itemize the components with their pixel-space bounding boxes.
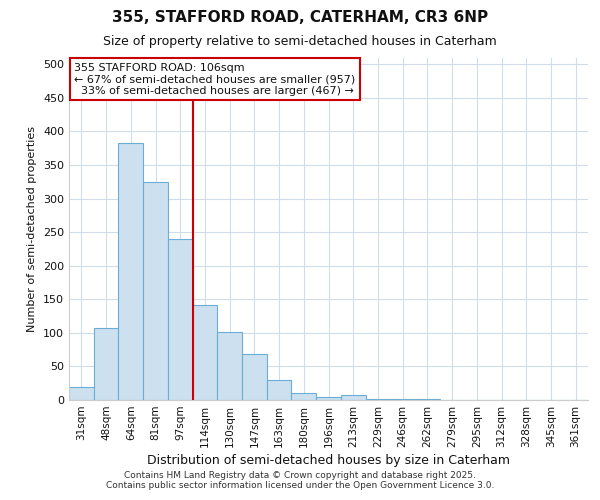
Bar (292, 394, 316, 400)
Y-axis label: Number of semi-detached properties: Number of semi-detached properties (28, 126, 37, 332)
Bar (316, 396, 341, 400)
Text: 355, STAFFORD ROAD, CATERHAM, CR3 6NP: 355, STAFFORD ROAD, CATERHAM, CR3 6NP (112, 10, 488, 25)
X-axis label: Distribution of semi-detached houses by size in Caterham: Distribution of semi-detached houses by … (147, 454, 510, 467)
Bar (193, 304, 217, 400)
Bar (69, 386, 94, 400)
Text: 355 STAFFORD ROAD: 106sqm
← 67% of semi-detached houses are smaller (957)
  33% : 355 STAFFORD ROAD: 106sqm ← 67% of semi-… (74, 62, 355, 96)
Text: Contains HM Land Registry data © Crown copyright and database right 2025.
Contai: Contains HM Land Registry data © Crown c… (106, 470, 494, 490)
Bar (341, 396, 365, 400)
Bar (242, 354, 267, 400)
Bar (267, 380, 292, 400)
Bar (143, 182, 168, 400)
Bar (168, 239, 193, 400)
Bar (94, 328, 118, 400)
Bar (365, 398, 390, 400)
Bar (217, 332, 242, 400)
Bar (118, 143, 143, 400)
Text: Size of property relative to semi-detached houses in Caterham: Size of property relative to semi-detach… (103, 35, 497, 48)
